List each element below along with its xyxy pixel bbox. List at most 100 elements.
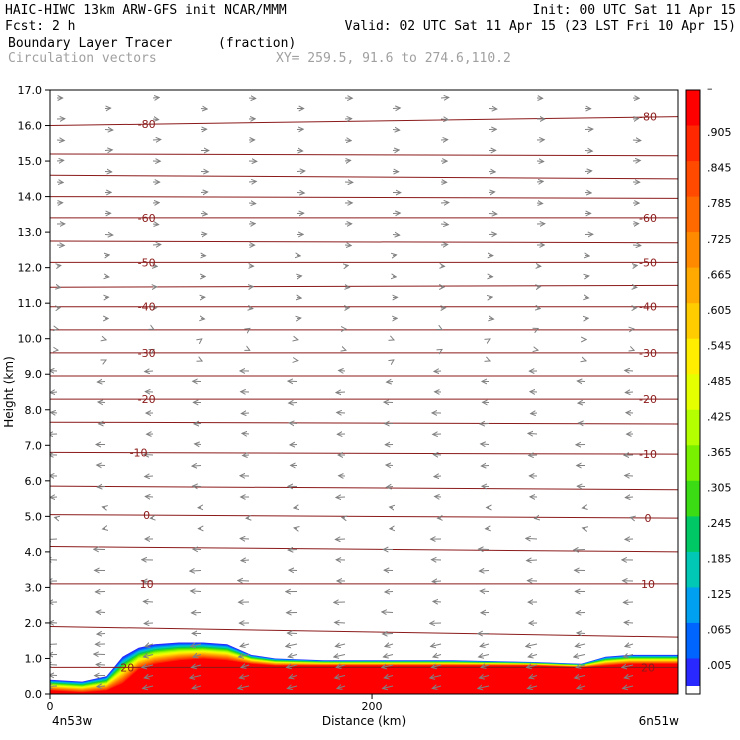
wind-vector <box>576 665 586 668</box>
wind-vector <box>201 361 202 362</box>
wind-vector <box>478 686 490 689</box>
plot-frame <box>49 89 679 695</box>
wind-vector <box>434 371 442 372</box>
wind-vector <box>386 465 394 466</box>
wind-vector <box>145 497 154 498</box>
wind-vector <box>144 676 154 679</box>
wind-vector <box>241 665 250 668</box>
wind-vector <box>434 476 442 477</box>
wind-vector <box>50 497 58 498</box>
y-axis: 0.0 1.0 2.0 3.0 4.0 5.0 6.0 7.0 8.0 9.0 10.0 11.0 12… <box>18 84 50 701</box>
wind-vector <box>144 455 154 456</box>
wind-vector <box>623 655 634 658</box>
wind-vector <box>201 319 205 320</box>
colorbar-swatch <box>686 587 700 624</box>
wind-vector <box>195 444 202 445</box>
wind-vector <box>527 665 538 668</box>
wind-vector <box>286 644 298 647</box>
y-tick-label: 16.0 <box>18 120 43 133</box>
wind-vector <box>335 622 346 623</box>
contour-label: -10 <box>639 448 657 461</box>
temperature-contour <box>50 451 678 455</box>
wind-vector <box>143 581 154 582</box>
wind-vector <box>345 287 350 288</box>
wind-vector <box>387 382 394 383</box>
wind-vector <box>240 539 250 540</box>
wind-vector <box>440 224 448 225</box>
wind-vector <box>440 97 449 98</box>
colorbar-swatch <box>686 267 700 304</box>
wind-vector <box>632 161 640 162</box>
wind-vector <box>336 392 346 393</box>
wind-vector <box>481 665 490 668</box>
contour-label: 10 <box>140 578 154 591</box>
colorbar-label: .545 <box>707 339 732 352</box>
wind-vector <box>632 119 639 120</box>
wind-vector <box>382 612 394 613</box>
y-tick-label: 6.0 <box>25 475 43 488</box>
wind-vector <box>480 644 490 647</box>
wind-vector <box>488 109 497 110</box>
wind-vector <box>584 171 592 172</box>
colorbar-swatch <box>686 161 700 198</box>
y-tick-label: 2.0 <box>25 617 43 630</box>
contour-label: 0 <box>143 509 150 522</box>
wind-vector <box>238 581 250 582</box>
wind-vector <box>50 644 58 645</box>
wind-vector <box>625 644 634 647</box>
wind-vector <box>152 119 159 120</box>
wind-vector <box>526 538 538 539</box>
y-tick-label: 3.0 <box>25 581 43 594</box>
wind-vector <box>242 433 250 434</box>
y-tick-label: 12.0 <box>18 262 43 275</box>
wind-vector <box>393 255 397 256</box>
wind-vector <box>288 550 298 551</box>
wind-vector <box>144 623 154 624</box>
wind-vector <box>191 644 202 647</box>
y-tick-label: 10.0 <box>18 333 43 346</box>
y-tick-label: 14.0 <box>18 191 43 204</box>
contour-label: -20 <box>138 393 156 406</box>
colorbar-label: .245 <box>707 517 732 530</box>
wind-vector <box>103 529 105 530</box>
wind-vector <box>56 182 63 183</box>
vector-field-name: Circulation vectors <box>8 51 157 66</box>
colorbar-swatch <box>686 232 700 269</box>
wind-vector <box>480 424 490 425</box>
contour-label: -80 <box>639 111 657 124</box>
wind-vector <box>241 413 250 414</box>
wind-vector <box>578 403 586 404</box>
wind-vector <box>191 665 202 668</box>
wind-vector <box>240 644 250 647</box>
contour-label: -80 <box>138 118 156 131</box>
x-start-location: 4n53w <box>52 714 93 728</box>
wind-vector <box>625 476 634 477</box>
y-tick-label: 1.0 <box>25 652 43 665</box>
wind-vector <box>344 140 351 141</box>
colorbar: – .905 .845 .785 .725 .665 .605 .545 .485 .425 .36… <box>685 82 732 695</box>
wind-vector <box>585 298 589 299</box>
y-tick-label: 11.0 <box>18 297 43 310</box>
y-tick-label: 5.0 <box>25 510 43 523</box>
wind-vector <box>57 308 60 309</box>
colorbar-swatch <box>686 686 700 694</box>
wind-vector <box>577 686 586 689</box>
y-tick-label: 15.0 <box>18 155 43 168</box>
wind-vector <box>296 171 305 172</box>
wind-vector <box>297 298 301 299</box>
colorbar-swatch <box>686 480 700 517</box>
wind-vector <box>489 319 494 320</box>
wind-vector <box>97 487 106 488</box>
wind-vector <box>577 633 586 634</box>
contour-label: 10 <box>641 578 655 591</box>
field-units: (fraction) <box>218 36 296 51</box>
colorbar-label: .485 <box>707 375 732 388</box>
wind-vector <box>105 255 109 256</box>
colorbar-swatch <box>686 409 700 446</box>
wind-vector <box>190 571 202 572</box>
wind-vector <box>632 140 641 141</box>
wind-vector <box>145 476 154 477</box>
wind-vector <box>440 119 448 120</box>
wind-vector <box>104 235 113 236</box>
